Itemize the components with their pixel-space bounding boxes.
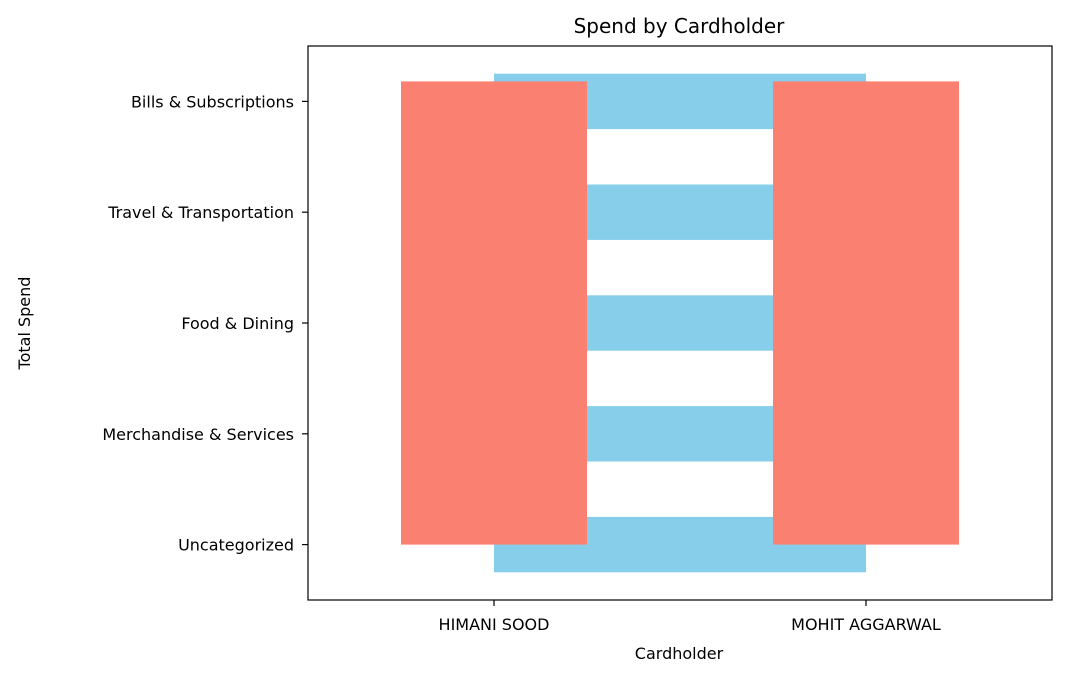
y-tick-label: Bills & Subscriptions — [131, 92, 294, 111]
y-axis-ticks: Uncategorized Merchandise & Services Food … — [102, 92, 308, 555]
chart-title: Spend by Cardholder — [574, 14, 786, 38]
x-axis-label: Cardholder — [635, 644, 724, 663]
x-tick-label: MOHIT AGGARWAL — [791, 615, 941, 634]
x-axis-ticks: HIMANI SOOD MOHIT AGGARWAL — [439, 600, 941, 634]
vbar-himani-sood — [401, 81, 587, 545]
y-tick-label: Food & Dining — [181, 314, 294, 333]
x-tick-label: HIMANI SOOD — [439, 615, 550, 634]
y-tick-label: Uncategorized — [178, 536, 294, 555]
plot-area — [401, 73, 959, 573]
y-tick-label: Travel & Transportation — [107, 203, 294, 222]
y-tick-label: Merchandise & Services — [102, 425, 294, 444]
y-axis-label: Total Spend — [15, 277, 34, 371]
vbar-mohit-aggarwal — [773, 81, 959, 545]
